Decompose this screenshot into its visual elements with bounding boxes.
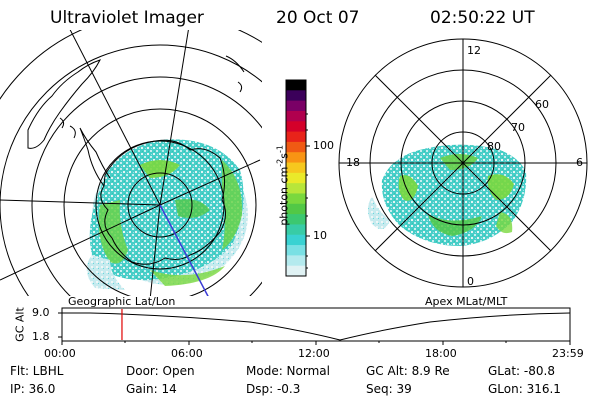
gc-alt-info: GC Alt: 8.9 Re bbox=[366, 364, 450, 378]
color-scale-ticks bbox=[306, 113, 310, 269]
magnetic-map bbox=[338, 38, 588, 288]
left-latitude-circles bbox=[0, 30, 262, 296]
gain-info: Gain: 14 bbox=[126, 382, 177, 396]
color-scale-segment bbox=[286, 100, 306, 112]
islands-coast bbox=[59, 55, 245, 139]
timeline-y-label: GC Alt bbox=[13, 307, 27, 342]
color-scale-segment bbox=[286, 80, 306, 91]
magnetic-label: Apex MLat/MLT bbox=[425, 295, 508, 308]
color-scale-segment bbox=[286, 121, 306, 133]
color-scale-segment bbox=[286, 131, 306, 143]
timeline-x-tick-3: 18:00 bbox=[425, 347, 457, 360]
color-scale-segment bbox=[286, 172, 306, 184]
color-scale-unit: photon cm-2s-1 bbox=[275, 145, 291, 226]
color-scale-segment bbox=[286, 152, 306, 164]
timeline-x-tick-1: 06:00 bbox=[171, 347, 203, 360]
image-time: 02:50:22 UT bbox=[430, 8, 535, 28]
mlt-label-0: 0 bbox=[467, 275, 474, 288]
antarctic-peninsula bbox=[79, 127, 111, 187]
color-scale-segment bbox=[286, 245, 306, 256]
instrument-title: Ultraviolet Imager bbox=[50, 8, 204, 28]
south-america-coast bbox=[27, 59, 101, 149]
color-scale-segment bbox=[286, 162, 306, 174]
color-scale-segment bbox=[286, 265, 306, 277]
timeline-x-tick-2: 12:00 bbox=[298, 347, 330, 360]
geographic-label: Geographic Lat/Lon bbox=[68, 295, 176, 308]
color-scale-segment bbox=[286, 110, 306, 122]
right-aurora-image bbox=[368, 144, 527, 246]
color-scale-segment bbox=[286, 255, 306, 267]
glat-info: GLat: -80.8 bbox=[488, 364, 555, 378]
color-scale-segment bbox=[286, 141, 306, 153]
color-scale-segment bbox=[286, 193, 306, 205]
geographic-map bbox=[0, 30, 262, 296]
mlat-label-60: 60 bbox=[535, 98, 549, 111]
timeline-x-ticks bbox=[61, 341, 571, 345]
ip-info: IP: 36.0 bbox=[10, 382, 56, 396]
timeline-y-tick-9: 9.0 bbox=[32, 306, 50, 319]
satellite-track bbox=[159, 204, 209, 296]
color-scale-tick-100: 100 bbox=[313, 139, 334, 152]
mlt-label-18: 18 bbox=[346, 156, 360, 169]
altitude-curve bbox=[62, 312, 571, 341]
timeline-x-tick-4: 23:59 bbox=[552, 347, 584, 360]
mlat-label-80: 80 bbox=[487, 140, 501, 153]
dsp-info: Dsp: -0.3 bbox=[246, 382, 301, 396]
mlt-label-12: 12 bbox=[467, 44, 481, 57]
left-aurora-image bbox=[86, 139, 248, 290]
color-scale-segment bbox=[286, 183, 306, 194]
seq-info: Seq: 39 bbox=[366, 382, 412, 396]
mlat-label-70: 70 bbox=[511, 121, 525, 134]
antarctic-coastline bbox=[100, 139, 226, 265]
color-scale-bar bbox=[286, 80, 306, 277]
right-mlt-lines bbox=[339, 39, 587, 287]
timeline-frame bbox=[61, 307, 571, 342]
left-meridians bbox=[0, 30, 261, 296]
color-scale-segment bbox=[286, 234, 306, 246]
mode-info: Mode: Normal bbox=[246, 364, 330, 378]
altitude-timeline bbox=[58, 307, 571, 345]
timeline-y-ticks bbox=[58, 312, 62, 338]
image-date: 20 Oct 07 bbox=[276, 8, 360, 28]
filter-info: Flt: LBHL bbox=[10, 364, 64, 378]
glon-info: GLon: 316.1 bbox=[488, 382, 561, 396]
timeline-y-tick-1: 1.8 bbox=[32, 330, 50, 343]
mlt-label-6: 6 bbox=[576, 156, 583, 169]
door-info: Door: Open bbox=[126, 364, 195, 378]
timeline-x-tick-0: 00:00 bbox=[44, 347, 76, 360]
color-scale-segment bbox=[286, 90, 306, 102]
color-scale-segment bbox=[286, 214, 306, 225]
color-scale-tick-10: 10 bbox=[313, 229, 327, 242]
color-scale-segment bbox=[286, 203, 306, 215]
color-scale-segment bbox=[286, 224, 306, 236]
color-scale-frame bbox=[285, 79, 307, 277]
